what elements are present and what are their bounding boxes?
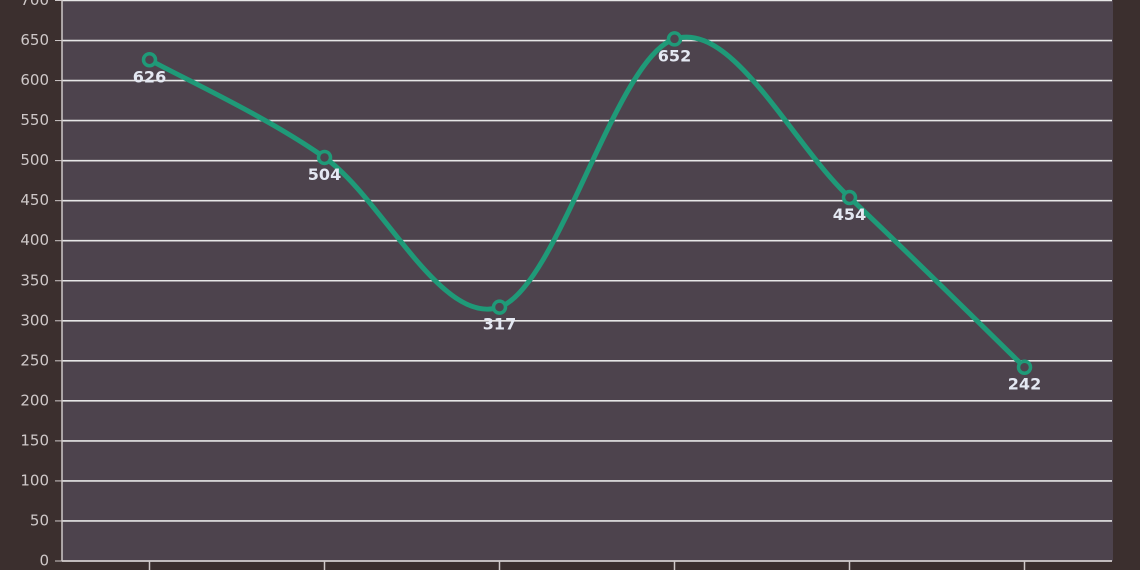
- y-tick-label: 650: [20, 31, 49, 49]
- y-tick-label: 600: [20, 71, 49, 89]
- data-label: 652: [658, 46, 691, 65]
- point: [491, 299, 508, 315]
- y-tick-label: 100: [20, 471, 49, 489]
- y-tick-label: 400: [20, 231, 49, 249]
- y-tick-label: 450: [20, 191, 49, 209]
- data-label: 626: [133, 67, 166, 86]
- data-label: 454: [833, 205, 866, 224]
- data-label: 242: [1008, 375, 1041, 394]
- data-label: 317: [483, 315, 516, 334]
- y-tick-label: 250: [20, 351, 49, 369]
- y-tick-label: 550: [20, 111, 49, 129]
- y-tick-label: 500: [20, 151, 49, 169]
- data-label: 504: [308, 165, 341, 184]
- point: [666, 31, 683, 47]
- y-tick-label: 50: [30, 511, 49, 529]
- point: [1016, 359, 1033, 375]
- y-tick-label: 700: [20, 0, 49, 9]
- y-tick-label: 350: [20, 271, 49, 289]
- point: [316, 149, 333, 166]
- y-tick-label: 0: [39, 552, 49, 570]
- y-tick-label: 150: [20, 431, 49, 449]
- y-tick-label: 200: [20, 391, 49, 409]
- y-tick-label: 300: [20, 311, 49, 329]
- point: [841, 189, 858, 206]
- point: [141, 52, 158, 68]
